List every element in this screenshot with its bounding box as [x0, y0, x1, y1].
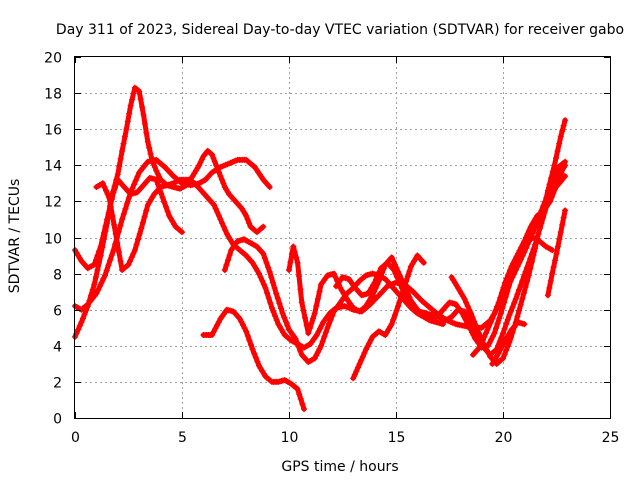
y-tick-label: 10 — [44, 232, 62, 248]
series-trace-3 — [72, 174, 185, 272]
x-axis-tick-labels: 0 5 10 15 20 25 — [71, 430, 619, 446]
series-trace-5 — [200, 306, 307, 412]
series-trace-10 — [448, 117, 569, 367]
series-plus-markers — [470, 162, 569, 358]
series-trace-11 — [470, 162, 569, 358]
y-tick-label: 16 — [44, 123, 62, 139]
chart-title: Day 311 of 2023, Sidereal Day-to-day VTE… — [56, 22, 624, 38]
series-plus-markers — [200, 306, 307, 412]
y-tick-label: 20 — [44, 51, 62, 67]
y-tick-label: 0 — [53, 412, 62, 428]
y-tick-label: 8 — [53, 268, 62, 284]
series-plus-markers — [72, 174, 185, 272]
axis-ticks — [75, 57, 611, 419]
y-axis-tick-labels: 0 2 4 6 8 10 12 14 16 18 20 — [44, 51, 62, 428]
x-tick-label: 10 — [281, 430, 299, 446]
x-axis-label: GPS time / hours — [281, 459, 398, 475]
plot-frame — [74, 56, 611, 419]
x-tick-label: 5 — [178, 430, 187, 446]
y-tick-label: 2 — [53, 376, 62, 392]
series-trace-9 — [350, 252, 427, 382]
x-tick-label: 20 — [495, 430, 513, 446]
x-tick-label: 0 — [71, 430, 80, 446]
y-tick-label: 12 — [44, 195, 62, 211]
y-tick-label: 6 — [53, 304, 62, 320]
data-series — [72, 84, 569, 412]
y-tick-label: 18 — [44, 87, 62, 103]
series-trace-13 — [544, 207, 569, 299]
x-tick-label: 25 — [602, 430, 620, 446]
series-plus-markers — [544, 207, 569, 299]
series-trace-12 — [489, 319, 528, 367]
y-tick-label: 4 — [53, 340, 62, 356]
series-plus-markers — [350, 252, 427, 382]
x-tick-label: 15 — [388, 430, 406, 446]
y-tick-label: 14 — [44, 159, 62, 175]
series-plus-markers — [489, 319, 528, 367]
y-axis-label: SDTVAR / TECUs — [7, 179, 23, 294]
series-plus-markers — [448, 117, 569, 367]
